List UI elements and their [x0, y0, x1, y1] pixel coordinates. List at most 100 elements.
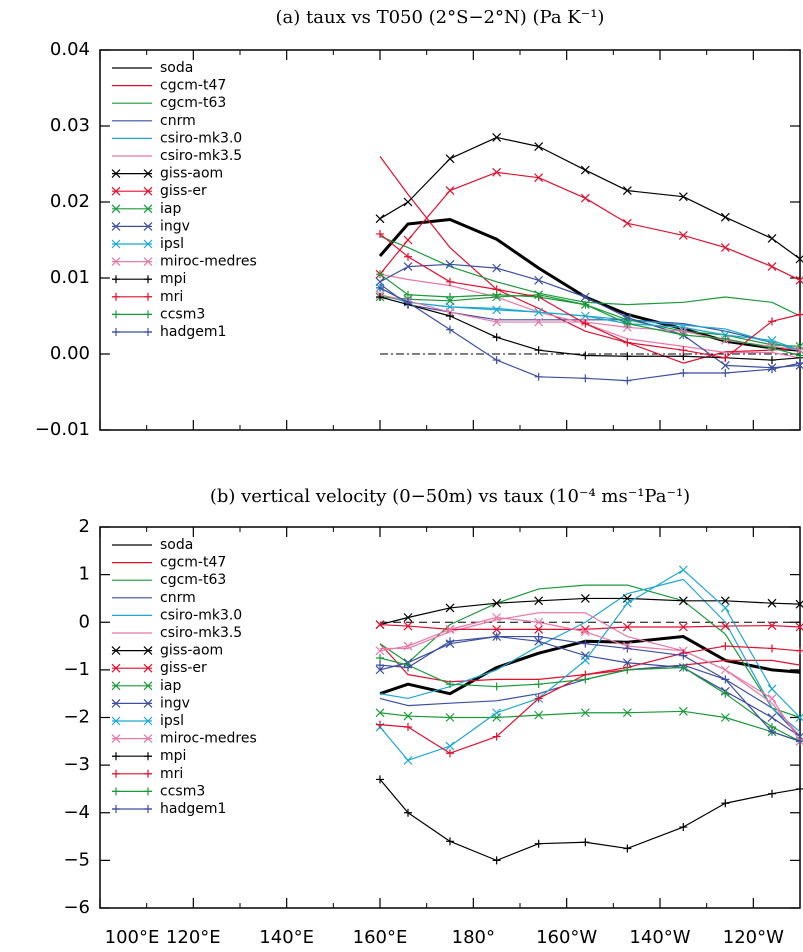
marker — [111, 204, 121, 214]
marker-shape — [445, 154, 455, 164]
y-tick-label: −5 — [63, 849, 90, 870]
marker-shape — [492, 263, 502, 273]
marker — [144, 752, 152, 761]
marker-shape — [376, 720, 384, 729]
marker — [796, 784, 803, 793]
marker-shape — [796, 784, 803, 793]
marker — [796, 646, 803, 655]
series-line — [379, 779, 801, 861]
chart-title: (b) vertical velocity (0−50m) vs taux (1… — [210, 486, 690, 507]
marker — [720, 360, 730, 370]
marker — [623, 338, 632, 347]
marker-shape — [446, 325, 454, 334]
marker-shape — [403, 621, 413, 631]
marker — [404, 298, 412, 307]
series-line — [380, 612, 801, 737]
marker-shape — [111, 698, 121, 708]
marker-shape — [767, 234, 777, 243]
marker-shape — [112, 805, 120, 813]
marker-shape — [112, 310, 120, 319]
marker — [111, 681, 121, 691]
marker — [678, 192, 688, 202]
y-tick-label: 0.04 — [50, 39, 90, 60]
marker-shape — [721, 642, 730, 651]
legend-label: miroc-medres — [160, 731, 257, 747]
marker-shape — [403, 711, 413, 721]
marker — [375, 708, 385, 718]
marker-shape — [768, 644, 776, 653]
legend-label: giss-aom — [160, 643, 223, 659]
marker — [112, 805, 120, 813]
marker — [492, 708, 502, 718]
series-line — [379, 171, 801, 281]
marker — [623, 376, 632, 385]
x-tick-label: 140°W — [629, 927, 690, 948]
legend-label: ingv — [160, 218, 190, 234]
marker-shape — [534, 275, 544, 285]
marker-shape — [376, 775, 384, 784]
marker-shape — [720, 212, 730, 222]
marker — [112, 787, 120, 796]
marker-shape — [492, 290, 501, 299]
marker — [143, 646, 153, 656]
x-tick-label: 180° — [452, 927, 495, 948]
marker-shape — [143, 221, 153, 231]
marker — [492, 290, 501, 299]
marker — [112, 275, 120, 284]
marker — [623, 319, 632, 328]
legend-label: ipsl — [160, 713, 184, 729]
marker — [580, 708, 590, 718]
marker-shape — [796, 310, 803, 319]
marker-shape — [768, 356, 776, 365]
legend-label: mpi — [160, 271, 186, 287]
marker — [143, 221, 153, 231]
plot-frame — [99, 49, 801, 431]
marker-shape — [622, 622, 632, 632]
marker-shape — [623, 376, 632, 385]
marker-shape — [112, 328, 120, 336]
marker — [534, 617, 544, 627]
legend-label: csiro-mk3.0 — [160, 130, 242, 146]
marker-shape — [144, 328, 152, 336]
legend-label: iap — [160, 201, 181, 217]
marker — [534, 293, 543, 301]
marker-shape — [375, 646, 385, 656]
marker — [534, 173, 544, 183]
marker — [143, 257, 153, 267]
marker-shape — [376, 270, 384, 279]
legend-label: giss-aom — [160, 166, 223, 182]
marker-shape — [581, 639, 590, 648]
marker-shape — [768, 789, 776, 798]
marker-shape — [581, 838, 590, 847]
marker — [446, 312, 454, 320]
legend-label: csiro-mk3.5 — [160, 148, 242, 164]
marker — [580, 594, 590, 603]
marker-shape — [679, 369, 688, 377]
marker-shape — [534, 624, 544, 634]
marker-shape — [492, 317, 502, 327]
marker-shape — [144, 752, 152, 761]
marker — [678, 596, 688, 606]
marker-shape — [111, 663, 121, 673]
marker — [534, 839, 543, 848]
marker-shape — [581, 300, 590, 309]
marker-shape — [144, 292, 152, 301]
marker — [403, 621, 413, 631]
marker-shape — [721, 369, 730, 377]
marker-shape — [767, 598, 777, 608]
marker — [534, 307, 544, 317]
marker-shape — [376, 293, 384, 301]
marker-shape — [581, 319, 590, 328]
marker-shape — [403, 613, 413, 622]
marker-shape — [111, 734, 121, 744]
marker-shape — [534, 636, 544, 646]
marker-shape — [767, 684, 777, 694]
marker — [112, 328, 120, 336]
marker-shape — [143, 681, 153, 691]
marker — [111, 221, 121, 231]
marker — [403, 641, 413, 651]
marker — [445, 603, 455, 613]
marker-shape — [376, 229, 384, 238]
marker-shape — [143, 169, 153, 179]
marker — [144, 292, 152, 301]
